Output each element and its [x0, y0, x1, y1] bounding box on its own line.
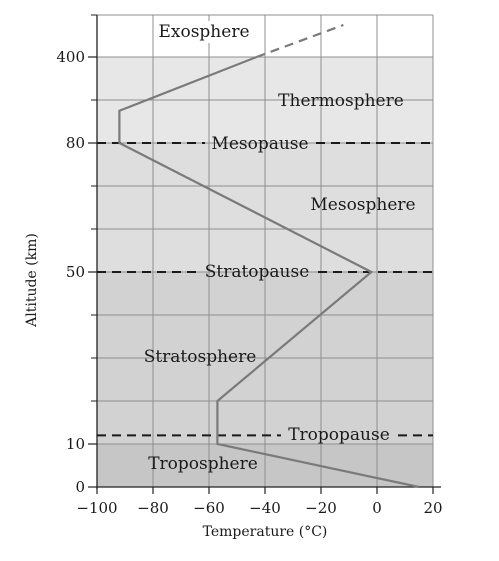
- x-tick-label-6: 20: [423, 499, 442, 517]
- x-axis-title: Temperature (°C): [203, 524, 328, 540]
- layer-label-mesopause: Mesopause: [211, 134, 308, 154]
- layer-label-thermosphere: Thermosphere: [278, 91, 404, 111]
- x-tick-label-0: −100: [76, 499, 117, 517]
- layer-label-stratosphere: Stratosphere: [144, 347, 257, 367]
- layer-label-tropopause: Tropopause: [288, 425, 390, 445]
- x-tick-label-1: −80: [137, 499, 169, 517]
- layer-label-stratopause: Stratopause: [205, 262, 310, 282]
- y-tick-label-2: 50: [66, 263, 85, 281]
- x-tick-label-3: −40: [249, 499, 281, 517]
- layer-label-troposphere: Troposphere: [148, 454, 258, 474]
- y-tick-label-0: 0: [75, 478, 85, 496]
- x-tick-label-4: −20: [305, 499, 337, 517]
- profile-dashed-0: [257, 25, 344, 57]
- y-tick-label-3: 80: [66, 134, 85, 152]
- y-tick-label-4: 400: [56, 48, 85, 66]
- layer-label-mesosphere: Mesosphere: [310, 195, 415, 215]
- layer-label-exosphere: Exosphere: [158, 22, 249, 42]
- y-axis-title: Altitude (km): [24, 233, 40, 328]
- x-tick-label-2: −60: [193, 499, 225, 517]
- y-tick-label-1: 10: [66, 435, 85, 453]
- x-tick-label-5: 0: [372, 499, 382, 517]
